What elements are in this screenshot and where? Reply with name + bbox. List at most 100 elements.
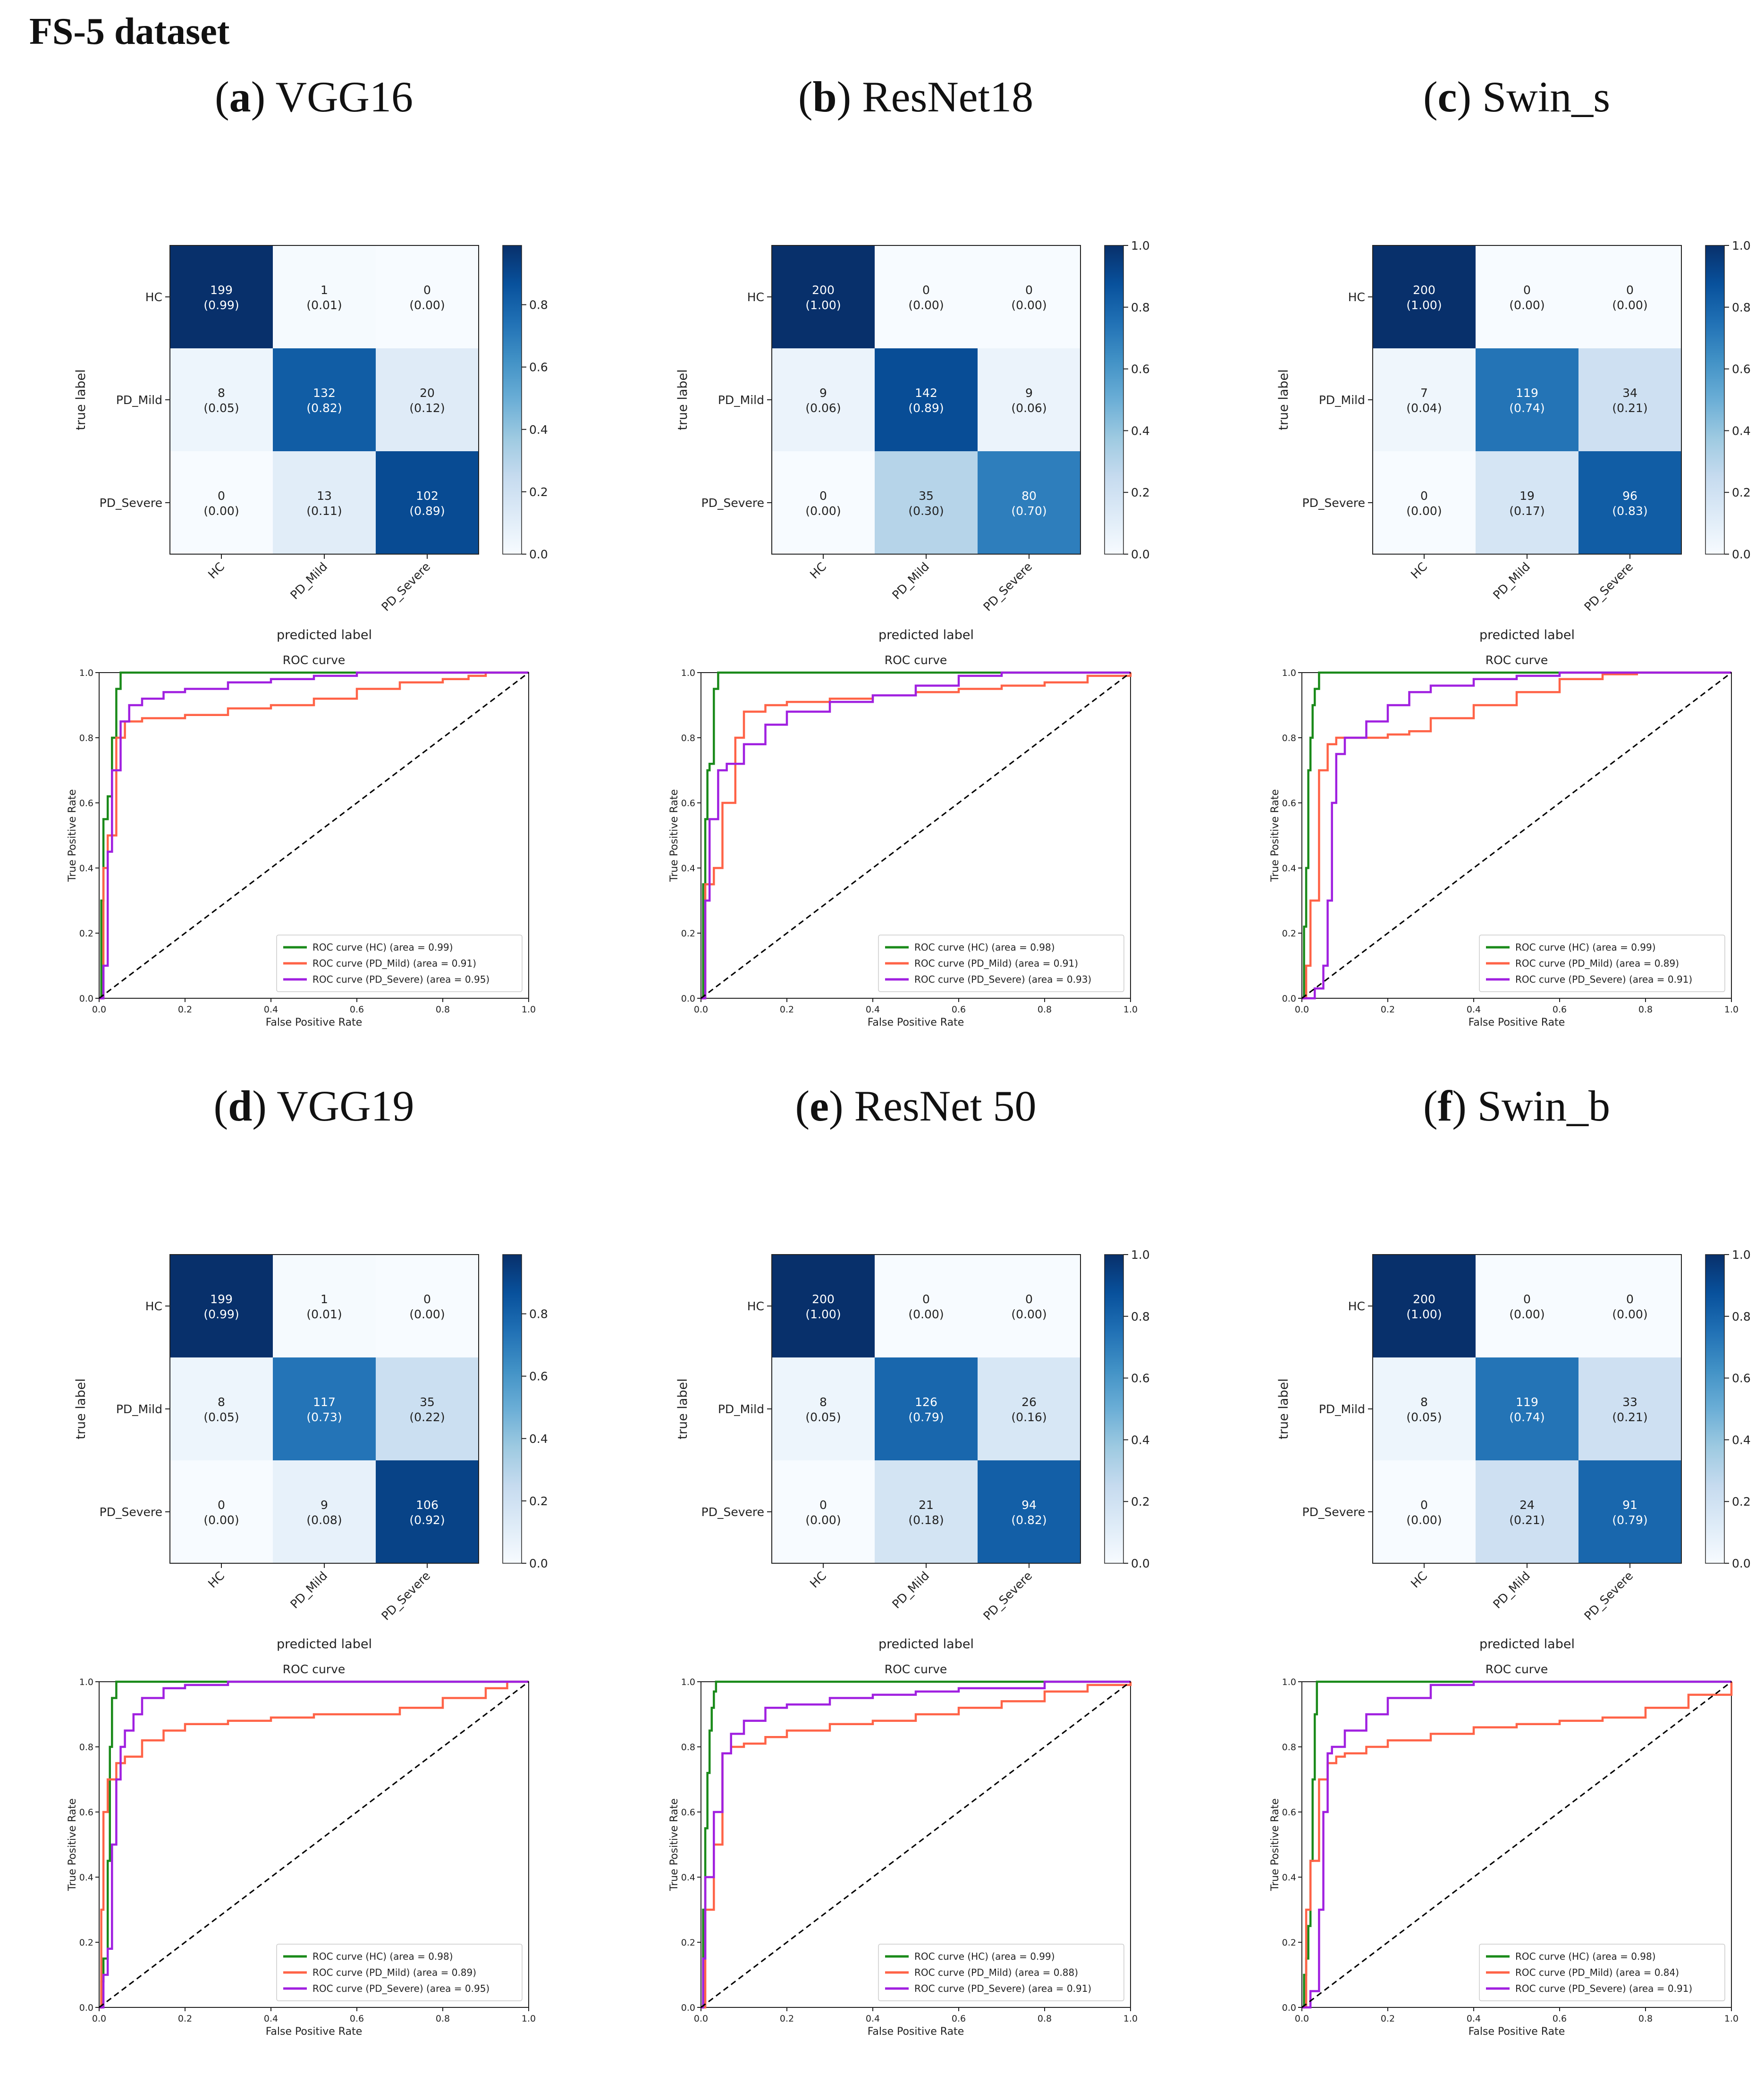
colorbar-tick-label: 0.0 — [1131, 548, 1150, 561]
roc-chart: ROC curve 0.0 0.2 0.4 0.6 0.8 1.0 0.0 0.2 0.4 0.6 0… — [1269, 1662, 1739, 2038]
y-tick-label: PD_Mild — [1319, 393, 1365, 407]
cell-count: 119 — [1516, 1395, 1538, 1409]
matrix-cell — [875, 245, 978, 348]
matrix-cell — [1476, 451, 1578, 554]
x-axis-label: False Positive Rate — [1469, 2026, 1565, 2038]
cell-count: 8 — [1420, 1395, 1428, 1409]
matrix-cell — [1578, 245, 1681, 348]
y-tick-label: 0.0 — [79, 994, 93, 1004]
colorbar-tick-label: 0.4 — [1732, 1433, 1751, 1447]
colorbar-tick-label: 0.6 — [1732, 362, 1751, 376]
y-tick-label: HC — [1348, 290, 1365, 304]
y-tick-label: 0.6 — [1282, 1807, 1296, 1818]
x-axis-label: predicted label — [878, 628, 974, 642]
chance-diagonal-line — [99, 1681, 529, 2008]
cell-count: 8 — [819, 1395, 827, 1409]
matrix-cell — [875, 1460, 978, 1563]
colorbar-tick-label: 0.2 — [529, 1494, 548, 1508]
colorbar — [1705, 1254, 1725, 1564]
cell-ratio: (0.11) — [306, 504, 342, 518]
x-axis-label: predicted label — [277, 628, 372, 642]
y-tick-label: 0.0 — [681, 2003, 695, 2013]
cell-ratio: (0.79) — [1612, 1513, 1647, 1527]
cell-ratio: (0.00) — [1612, 1307, 1647, 1321]
x-tick-label: 1.0 — [1123, 1004, 1138, 1015]
colorbar-tick-label: 0.8 — [1131, 301, 1150, 314]
x-tick-label: 0.4 — [866, 2014, 880, 2024]
legend-label: ROC curve (PD_Severe) (area = 0.93) — [914, 974, 1091, 985]
panel-title: (f) Swin_b — [1423, 1082, 1611, 1130]
cell-ratio: (0.05) — [805, 1410, 841, 1424]
cell-count: 102 — [416, 489, 439, 503]
matrix-cell — [978, 348, 1080, 451]
panel-letter: c — [1437, 73, 1457, 121]
cell-ratio: (0.82) — [1011, 1513, 1047, 1527]
x-tick-label: 0.8 — [436, 1004, 450, 1015]
colorbar-tick-label: 0.8 — [529, 298, 548, 312]
y-axis-label: True Positive Rate — [67, 1798, 78, 1891]
y-tick-label: 0.2 — [681, 928, 695, 939]
chance-diagonal-line — [1301, 672, 1732, 999]
cell-count: 0 — [819, 1498, 827, 1512]
x-tick-label: HC — [1408, 1569, 1430, 1591]
roc-chart: ROC curve 0.0 0.2 0.4 0.6 0.8 1.0 0.0 0.2 0.4 0.6 0… — [67, 653, 536, 1028]
y-tick-label: 1.0 — [1282, 668, 1296, 678]
matrix-cell — [978, 1357, 1080, 1460]
x-tick-label: 0.2 — [780, 1004, 794, 1015]
y-tick-label: 0.4 — [79, 1872, 93, 1883]
x-tick-label: 0.0 — [92, 2014, 106, 2024]
matrix-cell — [376, 1357, 479, 1460]
colorbar-tick-label: 0.4 — [529, 423, 548, 437]
y-tick-label: 0.6 — [681, 798, 695, 809]
model-name: Swin_s — [1482, 73, 1611, 121]
roc-line-pd-severe — [99, 1680, 529, 2009]
cell-count: 126 — [915, 1395, 937, 1409]
cell-count: 0 — [1523, 1292, 1531, 1306]
cell-count: 106 — [416, 1498, 439, 1512]
y-tick-label: HC — [747, 290, 764, 304]
cell-ratio: (1.00) — [1406, 1307, 1442, 1321]
legend-label: ROC curve (HC) (area = 0.99) — [1515, 942, 1656, 953]
y-tick-label: 0.0 — [1282, 2003, 1296, 2013]
panel-d: (d) VGG19 199 (0.99) 1 (0.01) 0 (0.00) 8 (0.05) 1… — [14, 1080, 614, 2090]
panel-a: (a) VGG16 199 (0.99) 1 (0.01) 0 (0.00) 8 (0.05) 1… — [14, 71, 614, 1081]
x-tick-label: 1.0 — [1724, 1004, 1739, 1015]
y-tick-label: PD_Mild — [1319, 1402, 1365, 1416]
cell-count: 0 — [1626, 283, 1634, 297]
cell-ratio: (0.01) — [306, 298, 342, 312]
cell-ratio: (0.00) — [409, 298, 445, 312]
colorbar-tick-label: 0.8 — [1732, 301, 1751, 314]
y-tick-label: 0.4 — [79, 863, 93, 874]
cell-ratio: (0.82) — [306, 401, 342, 415]
y-tick-label: PD_Mild — [718, 1402, 764, 1416]
panel-c: (c) Swin_s 200 (1.00) 0 (0.00) 0 (0.00) 7 (0.04)… — [1217, 71, 1764, 1081]
cell-count: 142 — [915, 386, 937, 400]
cell-ratio: (0.21) — [1509, 1513, 1545, 1527]
cell-ratio: (0.99) — [203, 1307, 239, 1321]
cell-count: 199 — [210, 1292, 233, 1306]
cell-ratio: (0.00) — [1011, 1307, 1047, 1321]
x-tick-label: 0.6 — [1553, 1004, 1567, 1015]
roc-chart: ROC curve 0.0 0.2 0.4 0.6 0.8 1.0 0.0 0.2 0.4 0.6 0… — [668, 653, 1138, 1028]
x-tick-label: PD_Mild — [1490, 560, 1533, 602]
x-tick-label: 1.0 — [1123, 2014, 1138, 2024]
cell-ratio: (1.00) — [1406, 298, 1442, 312]
y-tick-label: PD_Severe — [100, 1505, 162, 1519]
y-tick-label: 0.8 — [1282, 733, 1296, 743]
matrix-cell — [376, 1255, 479, 1357]
x-tick-label: 0.8 — [1038, 2014, 1052, 2024]
cell-count: 9 — [819, 386, 827, 400]
x-tick-label: 0.4 — [264, 2014, 278, 2024]
matrix-cell — [1373, 1255, 1476, 1357]
cell-ratio: (0.00) — [805, 504, 841, 518]
roc-line-pd-mild — [99, 1680, 529, 2009]
colorbar-tick-label: 0.8 — [529, 1307, 548, 1321]
y-tick-label: 0.4 — [1282, 1872, 1296, 1883]
x-tick-label: HC — [807, 1569, 829, 1591]
colorbar-tick-label: 0.0 — [529, 548, 548, 561]
cell-count: 0 — [1420, 1498, 1428, 1512]
x-tick-label: 0.0 — [694, 2014, 708, 2024]
matrix-cell — [1578, 348, 1681, 451]
y-tick-label: 1.0 — [79, 668, 93, 678]
matrix-cell — [376, 1460, 479, 1563]
